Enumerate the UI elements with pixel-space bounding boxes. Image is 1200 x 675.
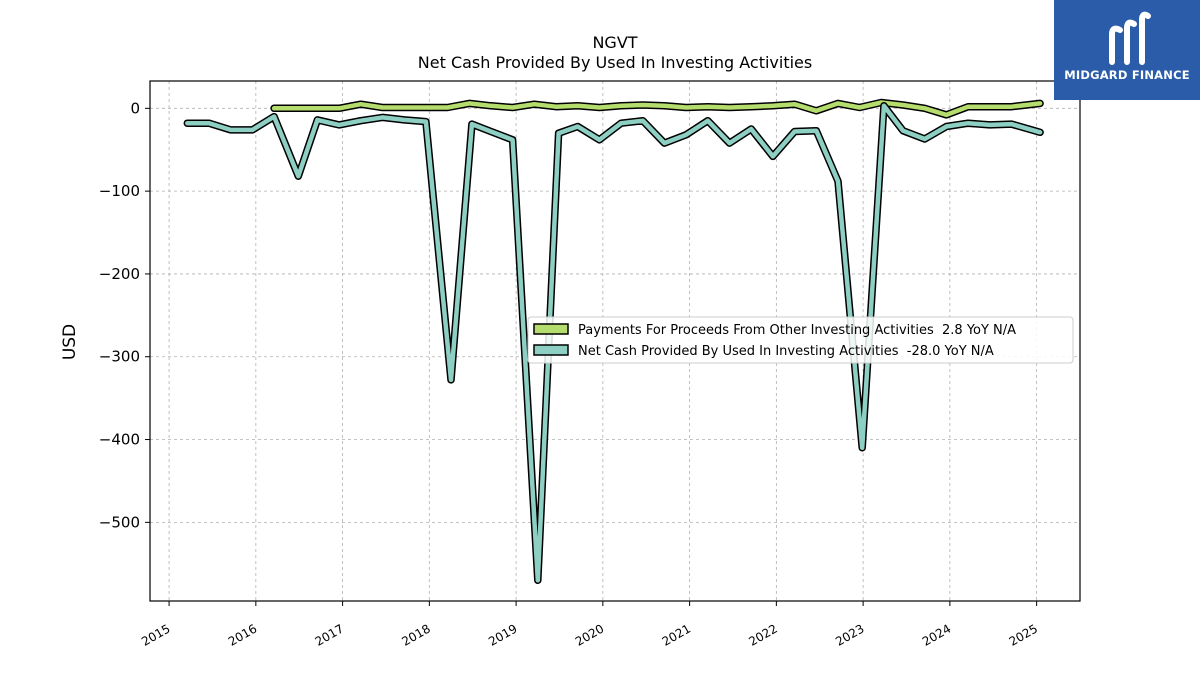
legend-box (527, 316, 1074, 364)
x-tick-label: 2018 (399, 621, 432, 648)
x-tick-label: 2021 (660, 621, 693, 648)
x-axis-ticks: 2015 2016 2017 2018 2019 2020 2021 2022 2023 2024… (139, 601, 1040, 649)
x-tick-label: 2020 (573, 621, 606, 648)
x-tick-label: 2023 (833, 621, 866, 648)
x-tick-label: 2015 (139, 621, 172, 648)
y-tick-label: 0 (130, 99, 140, 117)
logo-text: MIDGARD FINANCE (1064, 68, 1190, 82)
y-axis-label: USD (60, 324, 80, 360)
x-tick-label: 2024 (920, 621, 953, 648)
x-tick-label: 2019 (486, 621, 519, 648)
logo: MIDGARD FINANCE (1054, 0, 1200, 100)
legend-swatch-net-cash (533, 344, 569, 356)
legend-label-payments: Payments For Proceeds From Other Investi… (578, 323, 1016, 338)
y-tick-label: −100 (99, 182, 140, 200)
chart-subtitle: Net Cash Provided By Used In Investing A… (418, 53, 812, 72)
y-tick-label: −500 (99, 513, 140, 531)
y-tick-label: −400 (99, 431, 140, 449)
series-line-net-cash (185, 103, 1043, 583)
midgard-m-logo-icon (1109, 11, 1151, 65)
y-tick-label: −300 (99, 348, 140, 366)
y-axis-ticks: 0 −100 −200 −300 −400 −500 (99, 99, 150, 531)
chart-title: NGVT (592, 33, 637, 52)
series-line-payments (271, 100, 1043, 118)
y-tick-label: −200 (99, 265, 140, 283)
x-tick-label: 2017 (313, 621, 346, 648)
legend-swatch-payments (533, 323, 569, 335)
x-tick-label: 2016 (226, 621, 259, 648)
plot-area-frame (149, 80, 1081, 602)
series-lines (183, 98, 1044, 585)
legend-label-net-cash: Net Cash Provided By Used In Investing A… (578, 344, 994, 359)
x-tick-label: 2022 (746, 621, 779, 648)
legend[interactable]: Payments For Proceeds From Other Investi… (527, 316, 1074, 364)
x-tick-label: 2025 (1007, 621, 1040, 648)
